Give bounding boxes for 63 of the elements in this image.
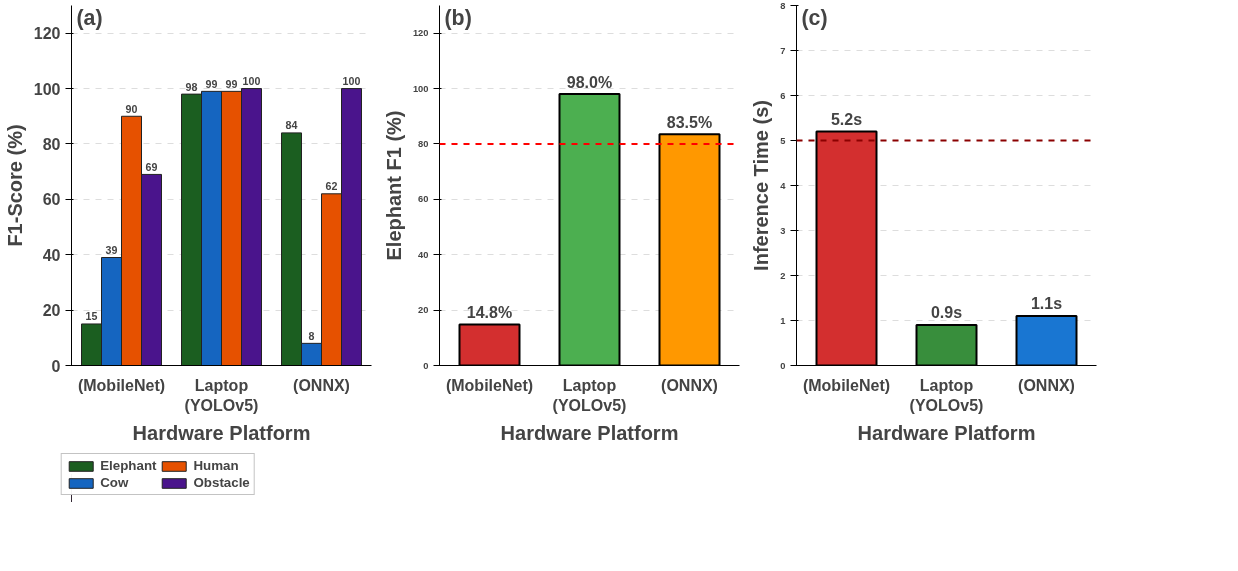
data-label: 98 [185, 80, 198, 93]
chart-title: (c) [801, 5, 828, 30]
x-axis-title: Hardware Platform [132, 421, 311, 444]
legend-label: Human [193, 458, 239, 473]
y-tick-label: 40 [418, 249, 429, 260]
data-label: 99 [225, 77, 238, 90]
y-tick-label: 20 [418, 305, 429, 316]
x-tick-label: (MobileNet) [445, 376, 534, 394]
data-label: 99 [205, 77, 218, 90]
data-label: 8 [308, 329, 315, 342]
data-label: 5.2s [830, 110, 863, 128]
data-label: 14.8% [466, 303, 513, 321]
y-tick-label: 7 [780, 45, 786, 56]
data-label: 0.9s [930, 304, 963, 322]
x-tick-label: Laptop (YOLOv5) [909, 376, 984, 414]
y-tick-label: 6 [780, 90, 786, 101]
y-tick-label: 100 [412, 83, 429, 94]
x-tick-label: Laptop (YOLOv5) [184, 376, 259, 414]
y-axis-title: F1-Score (%) [3, 124, 26, 247]
chart-title: (a) [76, 5, 103, 30]
x-tick-label: (MobileNet) [802, 376, 891, 394]
legend-label: Elephant [100, 458, 157, 473]
y-tick-label: 100 [33, 80, 61, 98]
y-axis-title: Elephant F1 (%) [382, 110, 405, 261]
data-label: 39 [105, 243, 118, 256]
data-label: 100 [242, 74, 261, 87]
y-tick-label: 60 [42, 191, 61, 209]
legend-label: Cow [100, 475, 129, 490]
y-tick-label: 80 [418, 138, 429, 149]
y-tick-label: 2 [780, 270, 786, 281]
data-label: 84 [285, 119, 298, 132]
y-tick-label: 80 [42, 135, 61, 153]
chart-title: (b) [444, 5, 472, 30]
x-axis-title: Hardware Platform [500, 421, 679, 444]
data-label: 1.1s [1030, 295, 1063, 313]
data-label: 90 [125, 102, 138, 115]
data-label: 62 [325, 180, 338, 193]
y-tick-label: 0 [780, 360, 786, 371]
y-tick-label: 20 [42, 302, 61, 320]
x-tick-label: Laptop (YOLOv5) [552, 376, 627, 414]
data-label: 100 [342, 74, 361, 87]
x-tick-label: (MobileNet) [77, 376, 166, 394]
y-tick-label: 120 [33, 25, 61, 43]
data-label: 98.0% [566, 73, 613, 91]
legend-label: Obstacle [193, 475, 250, 490]
x-tick-label: (ONNX) [1018, 376, 1075, 394]
y-tick-label: 1 [780, 315, 786, 326]
y-tick-label: 4 [780, 180, 787, 191]
y-tick-label: 3 [780, 225, 786, 236]
y-axis-title: Inference Time (s) [750, 100, 773, 271]
y-tick-label: 8 [780, 0, 786, 11]
data-label: 83.5% [666, 113, 713, 131]
y-tick-label: 0 [423, 360, 429, 371]
y-tick-label: 120 [412, 28, 429, 39]
x-axis-title: Hardware Platform [857, 421, 1036, 444]
y-tick-label: 0 [51, 357, 61, 375]
y-tick-label: 60 [418, 194, 429, 205]
data-label: 15 [85, 310, 98, 323]
x-tick-label: (ONNX) [293, 376, 350, 394]
y-tick-label: 40 [42, 246, 61, 264]
data-label: 69 [145, 160, 158, 173]
x-tick-label: (ONNX) [661, 376, 718, 394]
y-tick-label: 5 [780, 135, 786, 146]
